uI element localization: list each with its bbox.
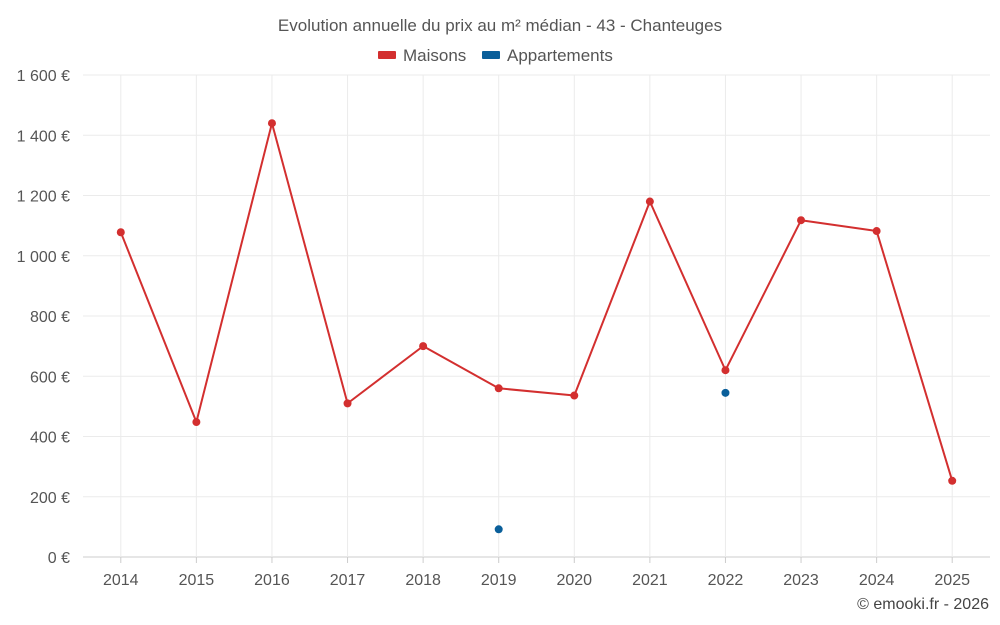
data-point-maisons[interactable] bbox=[494, 384, 503, 393]
series-layer bbox=[116, 119, 957, 534]
data-point-maisons[interactable] bbox=[872, 227, 881, 236]
y-tick-label: 0 € bbox=[48, 550, 70, 567]
data-point-maisons[interactable] bbox=[721, 366, 730, 375]
data-point-maisons[interactable] bbox=[948, 476, 957, 485]
y-tick-label: 200 € bbox=[30, 490, 70, 507]
data-point-maisons[interactable] bbox=[116, 228, 125, 237]
x-tick-label: 2022 bbox=[708, 572, 744, 589]
data-point-maisons[interactable] bbox=[645, 197, 654, 206]
x-tick-label: 2018 bbox=[405, 572, 441, 589]
x-axis-ticks: 2014 2015 2016 2017 2018 2019 2020 2021 2022 2023… bbox=[103, 557, 970, 589]
y-tick-label: 800 € bbox=[30, 309, 70, 326]
x-tick-label: 2014 bbox=[103, 572, 139, 589]
credit-text: © emooki.fr - 2026 bbox=[857, 596, 989, 613]
data-point-maisons[interactable] bbox=[343, 399, 352, 408]
y-tick-label: 400 € bbox=[30, 430, 70, 447]
grid-lines bbox=[83, 74, 990, 558]
x-tick-label: 2019 bbox=[481, 572, 517, 589]
y-tick-label: 1 200 € bbox=[17, 189, 70, 206]
data-point-maisons[interactable] bbox=[570, 391, 579, 400]
legend-label-maisons[interactable]: Maisons bbox=[403, 46, 466, 65]
x-tick-label: 2023 bbox=[783, 572, 819, 589]
chart-title: Evolution annuelle du prix au m² médian … bbox=[278, 16, 722, 35]
x-tick-label: 2020 bbox=[556, 572, 592, 589]
legend-label-appartements[interactable]: Appartements bbox=[507, 46, 613, 65]
legend-swatch-appartements bbox=[482, 51, 500, 59]
x-tick-label: 2021 bbox=[632, 572, 668, 589]
data-point-appartements[interactable] bbox=[721, 388, 730, 397]
legend: Maisons Appartements bbox=[378, 46, 613, 65]
x-tick-label: 2017 bbox=[330, 572, 366, 589]
data-point-maisons[interactable] bbox=[797, 216, 806, 225]
legend-swatch-maisons bbox=[378, 51, 396, 59]
x-tick-label: 2024 bbox=[859, 572, 895, 589]
data-point-appartements[interactable] bbox=[494, 525, 503, 534]
y-axis-ticks: 0 € 200 € 400 € 600 € 800 € 1 000 € 1 200 € 1 4… bbox=[17, 68, 70, 567]
series-line-maisons bbox=[119, 122, 954, 482]
data-point-maisons[interactable] bbox=[192, 418, 201, 427]
y-tick-label: 1 600 € bbox=[17, 68, 70, 85]
x-tick-label: 2016 bbox=[254, 572, 290, 589]
y-tick-label: 1 000 € bbox=[17, 249, 70, 266]
data-point-maisons[interactable] bbox=[419, 342, 428, 351]
data-point-maisons[interactable] bbox=[267, 119, 276, 128]
y-tick-label: 600 € bbox=[30, 369, 70, 386]
y-tick-label: 1 400 € bbox=[17, 128, 70, 145]
x-tick-label: 2025 bbox=[934, 572, 970, 589]
x-tick-label: 2015 bbox=[179, 572, 215, 589]
